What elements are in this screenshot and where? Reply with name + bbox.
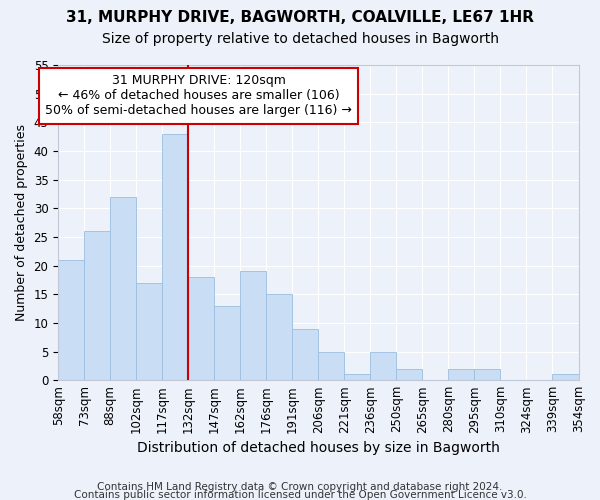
Text: Size of property relative to detached houses in Bagworth: Size of property relative to detached ho… (101, 32, 499, 46)
Bar (136, 283, 162, 380)
Bar (214, 306, 240, 380)
Bar (292, 328, 319, 380)
Text: 31, MURPHY DRIVE, BAGWORTH, COALVILLE, LE67 1HR: 31, MURPHY DRIVE, BAGWORTH, COALVILLE, L… (66, 10, 534, 25)
Text: Contains HM Land Registry data © Crown copyright and database right 2024.: Contains HM Land Registry data © Crown c… (97, 482, 503, 492)
Bar (110, 197, 136, 380)
Bar (319, 352, 344, 380)
Bar (188, 277, 214, 380)
Text: 31 MURPHY DRIVE: 120sqm
← 46% of detached houses are smaller (106)
50% of semi-d: 31 MURPHY DRIVE: 120sqm ← 46% of detache… (45, 74, 352, 118)
Bar (266, 294, 292, 380)
Bar (162, 134, 188, 380)
Bar (553, 374, 578, 380)
Bar (397, 368, 422, 380)
Bar (475, 368, 500, 380)
Bar (370, 352, 397, 380)
Bar (58, 260, 84, 380)
Text: Contains public sector information licensed under the Open Government Licence v3: Contains public sector information licen… (74, 490, 526, 500)
Bar (448, 368, 475, 380)
Bar (84, 231, 110, 380)
Bar (240, 272, 266, 380)
Bar (344, 374, 370, 380)
Y-axis label: Number of detached properties: Number of detached properties (15, 124, 28, 321)
X-axis label: Distribution of detached houses by size in Bagworth: Distribution of detached houses by size … (137, 441, 500, 455)
